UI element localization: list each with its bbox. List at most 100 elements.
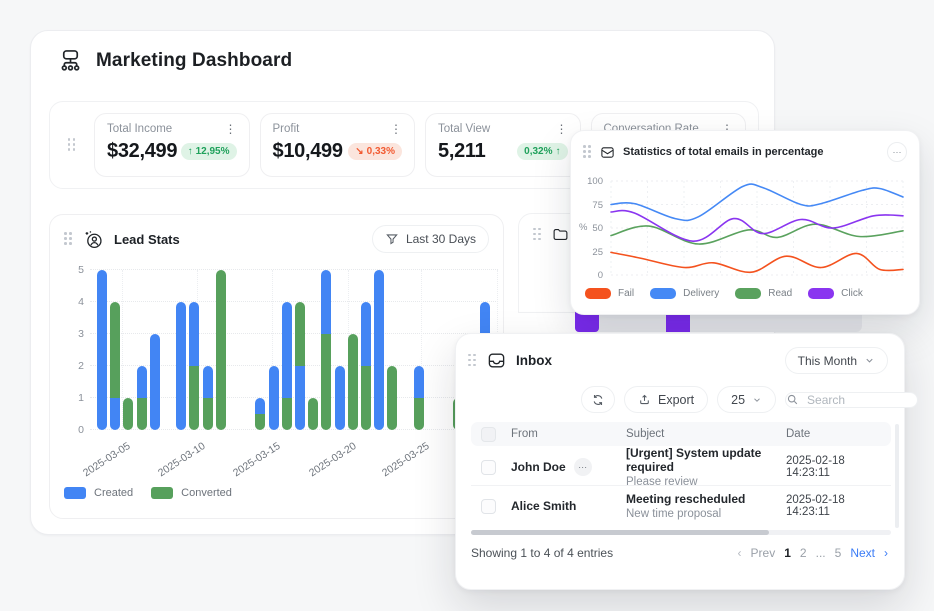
- drag-handle[interactable]: [67, 138, 77, 152]
- stacked-bar: [123, 398, 134, 430]
- lead-chart-plot: 0 1 2 3 4 5 2025-03-05 2025-03-10 2025-03-15 2025…: [78, 264, 507, 479]
- x-tick-label: 2025-03-25: [380, 440, 432, 480]
- x-tick-label: 2025-03-10: [155, 440, 208, 480]
- date-range-filter-button[interactable]: Last 30 Days: [371, 225, 489, 253]
- purple-bar-fragment: [575, 312, 599, 332]
- drag-handle[interactable]: [533, 227, 542, 242]
- legend-item-click: Click: [808, 288, 863, 299]
- table-row[interactable]: Alice Smith Meeting rescheduled New time …: [471, 486, 891, 526]
- line-series-fail: [610, 251, 904, 274]
- page-title: Marketing Dashboard: [96, 49, 293, 71]
- page-header: Marketing Dashboard: [57, 47, 292, 74]
- drag-handle[interactable]: [583, 145, 592, 159]
- stat-value: $10,499: [272, 140, 344, 162]
- stacked-bar: [374, 270, 385, 430]
- stat-label: Profit: [272, 123, 300, 135]
- search-box[interactable]: [785, 391, 919, 408]
- chevron-down-icon: [752, 395, 762, 405]
- stat-value: $32,499: [107, 140, 178, 162]
- row-menu-icon[interactable]: ⋯: [573, 458, 592, 476]
- column-header-from: From: [511, 428, 538, 440]
- purple-bar-fragment: [666, 312, 690, 332]
- row-checkbox[interactable]: [481, 459, 496, 475]
- next-button[interactable]: Next: [850, 546, 875, 560]
- stacked-bar: [281, 302, 292, 430]
- horizontal-scrollbar[interactable]: [471, 530, 891, 535]
- row-checkbox[interactable]: [481, 498, 496, 514]
- leads-icon: [83, 229, 104, 250]
- email-subject: Meeting rescheduled: [626, 492, 746, 506]
- stacked-bar: [176, 302, 187, 430]
- card-title: Inbox: [516, 353, 552, 368]
- trend-down-icon: ↘: [355, 146, 364, 157]
- line-series-delivery: [610, 183, 904, 222]
- table-row[interactable]: John Doe ⋯ [Urgent] System update require…: [471, 446, 891, 488]
- email-chart-yaxis: 0 25 50 75 100: [587, 176, 603, 281]
- card-title: Lead Stats: [114, 231, 180, 247]
- lead-chart-legend: Created Converted: [64, 487, 232, 499]
- email-date: 2025-02-18 14:23:11: [786, 494, 845, 518]
- refresh-button[interactable]: [581, 386, 615, 413]
- kebab-menu-icon[interactable]: ⋮: [555, 122, 568, 136]
- prev-button[interactable]: Prev: [750, 546, 776, 560]
- email-chart-plot: [610, 180, 904, 276]
- search-input[interactable]: [807, 392, 898, 407]
- x-tick-label: 2025-03-15: [231, 440, 283, 480]
- legend-swatch: [64, 487, 86, 499]
- page-size-dropdown[interactable]: 25: [717, 386, 777, 413]
- legend-swatch: [735, 288, 762, 299]
- sitemap-icon: [57, 47, 84, 74]
- trend-badge: 0,32% ↑: [517, 143, 568, 160]
- page-button-5[interactable]: 5: [834, 546, 842, 560]
- stacked-bar: [202, 366, 213, 430]
- lead-stats-card: Lead Stats Last 30 Days 0 1 2 3 4 5 2025-03-05…: [49, 214, 507, 519]
- page-ellipsis: ...: [815, 546, 826, 560]
- email-stats-panel: Statistics of total emails in percentage…: [570, 130, 920, 315]
- envelope-icon: [600, 145, 615, 160]
- stacked-bar: [387, 366, 398, 430]
- search-icon: [786, 393, 799, 406]
- legend-item-read: Read: [735, 288, 792, 299]
- sender-name: Alice Smith: [511, 499, 577, 513]
- stacked-bar: [347, 334, 358, 430]
- hidden-chart-fragment: [575, 312, 862, 332]
- period-dropdown[interactable]: This Month: [784, 347, 888, 374]
- drag-handle[interactable]: [64, 232, 73, 246]
- stat-card-total-view: Total View ⋮ 5,211 0,32% ↑: [425, 113, 581, 177]
- pagination: ‹ Prev 1 2 ... 5 Next ›: [738, 546, 888, 560]
- legend-swatch: [585, 288, 611, 299]
- legend-item-created: Created: [64, 487, 133, 499]
- sender-name: John Doe: [511, 460, 566, 474]
- trend-up-icon: ↑: [555, 146, 561, 157]
- stacked-bar: [308, 398, 319, 430]
- legend-swatch: [151, 487, 174, 499]
- chevron-down-icon: [864, 355, 875, 366]
- stacked-bar: [110, 302, 121, 430]
- select-all-checkbox[interactable]: [481, 426, 496, 442]
- stat-card-profit: Profit ⋮ $10,499 ↘ 0,33%: [259, 113, 415, 177]
- kebab-menu-icon[interactable]: ⋮: [390, 122, 402, 136]
- stacked-bar: [215, 270, 226, 430]
- legend-swatch: [808, 288, 835, 299]
- legend-item-delivery: Delivery: [650, 288, 719, 299]
- export-button[interactable]: Export: [624, 386, 709, 413]
- ellipsis-menu-icon[interactable]: ⋯: [887, 142, 907, 162]
- drag-handle[interactable]: [468, 353, 477, 368]
- stacked-bar: [136, 366, 147, 430]
- prev-arrow-icon[interactable]: ‹: [737, 546, 742, 560]
- table-header-row: From Subject Date: [471, 422, 891, 446]
- scrollbar-thumb[interactable]: [471, 530, 769, 535]
- stat-value: 5,211: [438, 140, 486, 162]
- stat-label: Total View: [438, 123, 491, 135]
- x-tick-label: 2025-03-20: [306, 440, 359, 480]
- vertical-scrollbar[interactable]: [895, 424, 899, 528]
- refresh-icon: [591, 393, 605, 407]
- kebab-menu-icon[interactable]: ⋮: [224, 122, 237, 136]
- column-header-date: Date: [786, 428, 811, 440]
- stat-card-total-income: Total Income ⋮ $32,499 ↑ 12,95%: [94, 113, 250, 177]
- page-button-1[interactable]: 1: [784, 546, 791, 560]
- next-arrow-icon[interactable]: ›: [884, 546, 888, 560]
- trend-badge: ↘ 0,33%: [348, 143, 402, 160]
- page-button-2[interactable]: 2: [799, 546, 807, 560]
- export-icon: [638, 393, 651, 406]
